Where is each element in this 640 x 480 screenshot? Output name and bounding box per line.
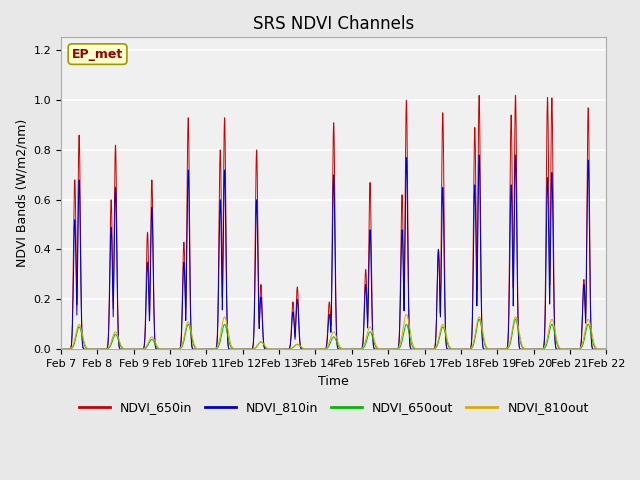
X-axis label: Time: Time xyxy=(318,374,349,387)
Legend: NDVI_650in, NDVI_810in, NDVI_650out, NDVI_810out: NDVI_650in, NDVI_810in, NDVI_650out, NDV… xyxy=(74,396,594,419)
Text: EP_met: EP_met xyxy=(72,48,123,60)
Y-axis label: NDVI Bands (W/m2/nm): NDVI Bands (W/m2/nm) xyxy=(15,119,28,267)
Title: SRS NDVI Channels: SRS NDVI Channels xyxy=(253,15,414,33)
